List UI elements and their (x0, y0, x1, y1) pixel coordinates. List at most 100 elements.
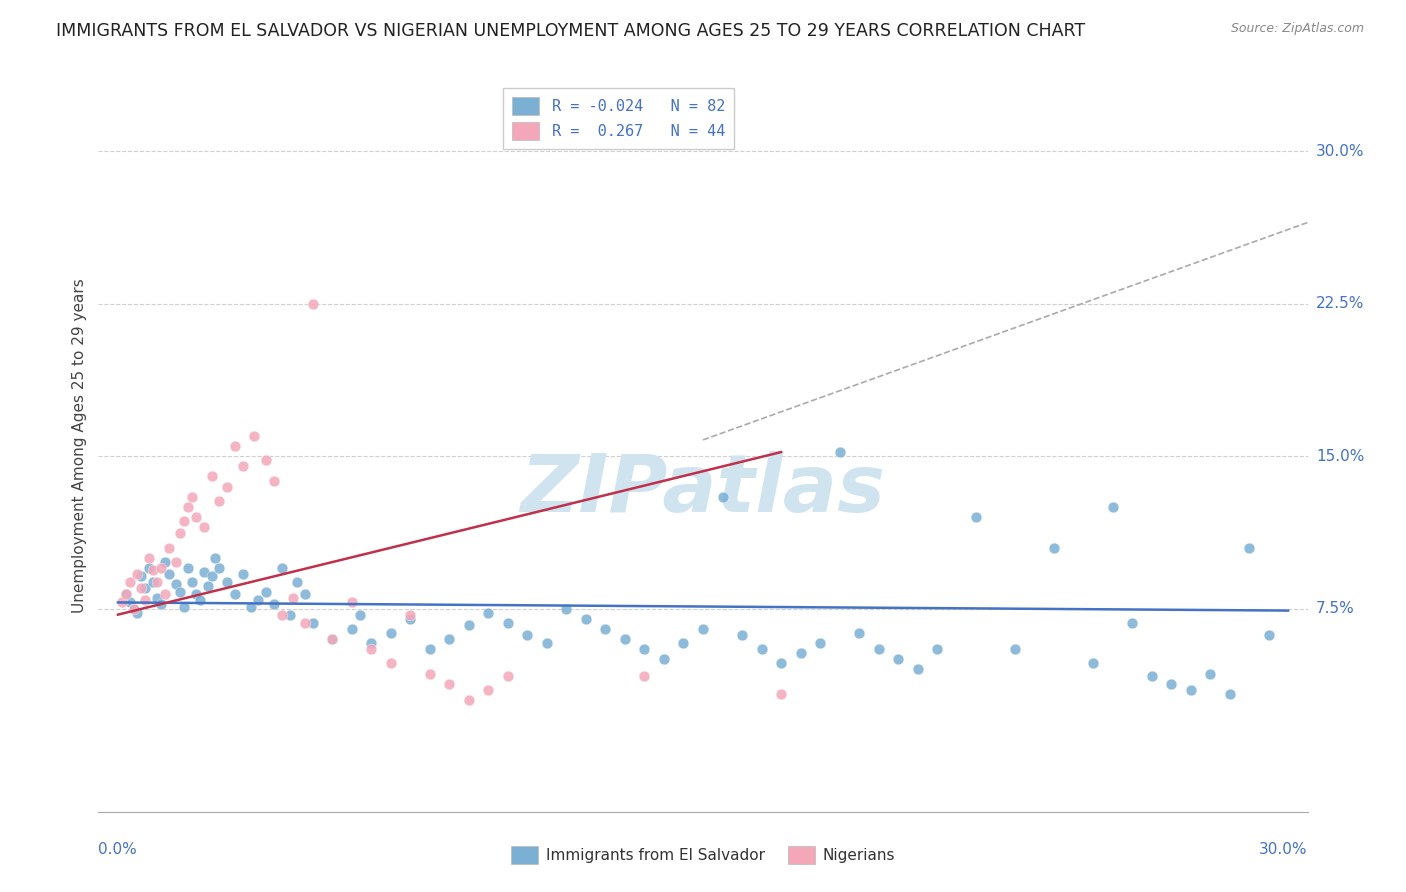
Point (633, 642, 655, 657)
Point (360, 642, 382, 657)
Point (181, 490, 204, 504)
Point (127, 606, 149, 620)
Point (439, 677, 461, 691)
Point (134, 593, 156, 607)
Point (399, 612, 422, 626)
Point (302, 297, 325, 311)
Point (131, 569, 153, 583)
Point (188, 593, 211, 607)
Point (887, 652, 910, 666)
Point (114, 587, 136, 601)
Point (633, 668, 655, 682)
Point (138, 561, 160, 575)
Text: IMMIGRANTS FROM EL SALVADOR VS NIGERIAN UNEMPLOYMENT AMONG AGES 25 TO 29 YEARS C: IMMIGRANTS FROM EL SALVADOR VS NIGERIAN … (56, 22, 1085, 40)
Point (232, 567, 254, 582)
Legend: Immigrants from El Salvador, Nigerians: Immigrants from El Salvador, Nigerians (505, 840, 901, 870)
Point (1199, 666, 1222, 681)
Point (247, 593, 270, 607)
Point (848, 626, 870, 640)
Point (208, 494, 231, 508)
Point (868, 642, 890, 657)
Point (380, 657, 402, 671)
Point (692, 622, 714, 636)
Point (153, 555, 176, 569)
Point (217, 575, 239, 590)
Point (340, 622, 363, 636)
Text: 30.0%: 30.0% (1260, 842, 1308, 857)
Point (208, 561, 231, 575)
Point (769, 657, 792, 671)
Point (439, 632, 461, 646)
Point (217, 480, 239, 494)
Text: 7.5%: 7.5% (1316, 601, 1354, 616)
Point (204, 550, 226, 565)
Point (477, 682, 499, 697)
Point (131, 581, 153, 595)
Point (380, 626, 402, 640)
Point (122, 601, 145, 615)
Point (169, 526, 191, 541)
Point (239, 599, 262, 614)
Text: 22.5%: 22.5% (1316, 296, 1364, 311)
Point (1237, 541, 1260, 555)
Point (1121, 615, 1143, 630)
Point (419, 642, 441, 657)
Point (399, 607, 422, 622)
Text: Source: ZipAtlas.com: Source: ZipAtlas.com (1230, 22, 1364, 36)
Point (536, 636, 558, 650)
Point (138, 550, 160, 565)
Point (789, 646, 811, 660)
Point (321, 632, 343, 646)
Point (340, 595, 363, 609)
Point (263, 598, 285, 612)
Point (177, 561, 200, 575)
Point (224, 587, 246, 601)
Point (193, 565, 215, 579)
Point (263, 474, 285, 488)
Point (134, 581, 156, 595)
Point (118, 575, 141, 590)
Point (200, 469, 222, 483)
Point (1043, 541, 1066, 555)
Point (555, 601, 578, 615)
Point (157, 541, 180, 555)
Point (614, 632, 637, 646)
Point (419, 666, 441, 681)
Point (769, 687, 792, 701)
Text: 15.0%: 15.0% (1316, 449, 1364, 464)
Point (925, 642, 948, 657)
Point (270, 607, 292, 622)
Point (142, 563, 165, 577)
Point (1140, 668, 1163, 682)
Point (349, 607, 371, 622)
Point (672, 636, 695, 650)
Point (1219, 687, 1241, 701)
Point (1081, 657, 1104, 671)
Point (575, 612, 598, 626)
Point (458, 617, 481, 632)
Point (302, 615, 325, 630)
Point (173, 514, 195, 528)
Point (828, 445, 851, 459)
Point (294, 615, 316, 630)
Point (496, 668, 519, 682)
Point (146, 591, 169, 606)
Point (193, 520, 215, 534)
Point (808, 636, 831, 650)
Point (127, 567, 149, 582)
Point (184, 587, 207, 601)
Point (965, 510, 987, 524)
Point (254, 585, 277, 599)
Point (1160, 677, 1182, 691)
Point (165, 555, 187, 569)
Point (181, 575, 204, 590)
Point (360, 636, 382, 650)
Point (496, 615, 519, 630)
Point (142, 575, 165, 590)
Point (111, 595, 134, 609)
Point (652, 652, 675, 666)
Text: ZIPatlas: ZIPatlas (520, 450, 886, 529)
Point (165, 577, 187, 591)
Point (278, 607, 301, 622)
Point (711, 490, 734, 504)
